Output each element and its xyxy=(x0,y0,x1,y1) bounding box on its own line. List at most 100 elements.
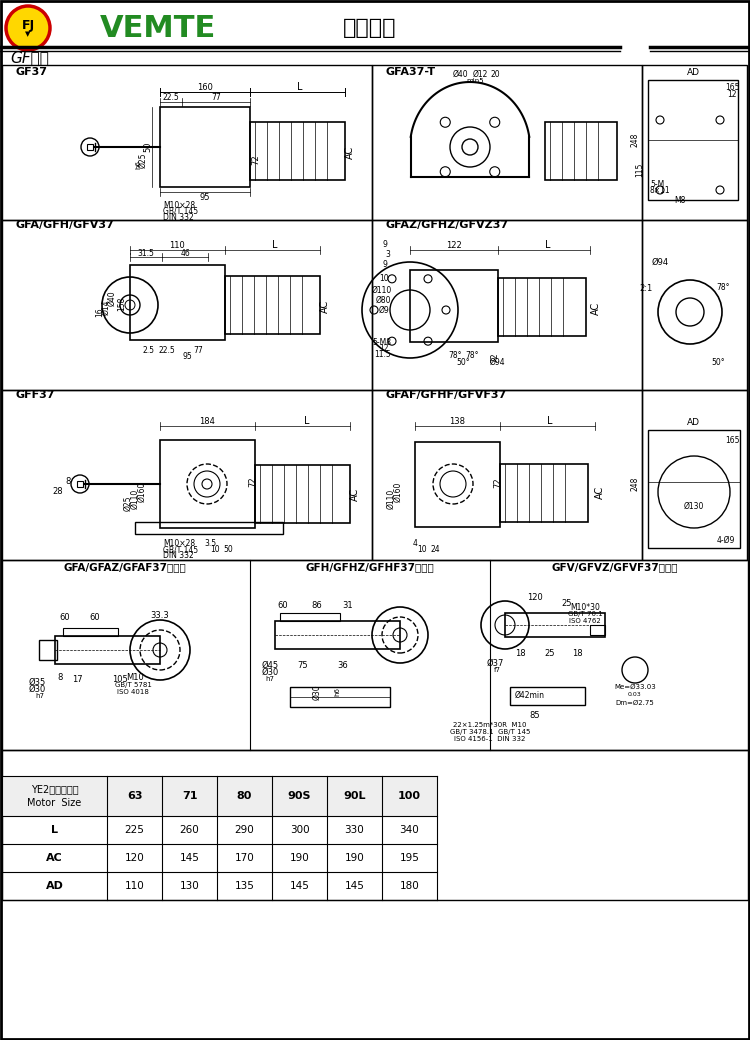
Text: 248: 248 xyxy=(631,133,640,148)
Text: ISO 4762: ISO 4762 xyxy=(569,618,601,624)
Bar xyxy=(410,270,498,342)
Text: 50°: 50° xyxy=(456,358,470,366)
Text: 3: 3 xyxy=(386,250,391,259)
Bar xyxy=(642,66,747,220)
Bar xyxy=(590,625,605,635)
Text: 160: 160 xyxy=(197,82,213,92)
Text: 120: 120 xyxy=(527,593,543,601)
Bar xyxy=(77,482,83,487)
Text: 115: 115 xyxy=(635,163,644,177)
Bar xyxy=(290,687,390,707)
Text: GFA/GFAZ/GFAF37输出轴: GFA/GFAZ/GFAF37输出轴 xyxy=(64,562,187,572)
Text: 190: 190 xyxy=(345,853,364,863)
Text: 145: 145 xyxy=(290,881,310,891)
Text: 60: 60 xyxy=(90,613,101,622)
Text: M10×28: M10×28 xyxy=(163,540,195,548)
Text: Dm=Ø2.75: Dm=Ø2.75 xyxy=(616,700,654,706)
Text: 145: 145 xyxy=(344,881,364,891)
Text: 145: 145 xyxy=(179,853,200,863)
Text: 248: 248 xyxy=(631,476,640,491)
Text: AC: AC xyxy=(350,488,360,500)
Text: 77: 77 xyxy=(211,93,221,102)
Bar xyxy=(415,442,500,527)
Text: M10×28: M10×28 xyxy=(163,201,195,209)
Text: ▼: ▼ xyxy=(26,31,31,37)
Text: M10: M10 xyxy=(126,674,144,682)
Text: 4: 4 xyxy=(413,540,418,548)
Text: 138: 138 xyxy=(449,416,465,425)
Text: 31.5: 31.5 xyxy=(137,249,154,258)
Text: 9: 9 xyxy=(382,239,388,249)
Text: 130: 130 xyxy=(180,881,200,891)
Bar xyxy=(648,430,740,548)
Text: GB/T 145: GB/T 145 xyxy=(163,546,198,554)
Text: 22.5: 22.5 xyxy=(163,93,179,102)
Text: Ø80: Ø80 xyxy=(375,295,391,305)
Text: 50: 50 xyxy=(224,546,233,554)
Text: 260: 260 xyxy=(180,825,200,835)
Bar xyxy=(372,66,642,220)
Text: f7: f7 xyxy=(494,667,500,673)
Text: h7: h7 xyxy=(266,676,274,682)
Bar xyxy=(372,390,642,560)
Bar xyxy=(255,465,350,523)
Bar xyxy=(250,122,345,180)
Text: 80: 80 xyxy=(237,791,252,801)
Text: 3.5: 3.5 xyxy=(204,540,216,548)
Text: 11.5: 11.5 xyxy=(375,349,392,359)
Text: AC: AC xyxy=(345,146,355,159)
Text: Ø40: Ø40 xyxy=(107,290,116,306)
Text: M10*30: M10*30 xyxy=(570,602,600,612)
Text: GFA37-T: GFA37-T xyxy=(385,67,435,77)
Bar xyxy=(2,750,748,900)
Bar xyxy=(2,560,748,750)
Text: 2.5: 2.5 xyxy=(142,345,154,355)
Text: L: L xyxy=(545,240,550,250)
Text: 10: 10 xyxy=(210,546,220,554)
Text: 290: 290 xyxy=(235,825,254,835)
Text: 225: 225 xyxy=(124,825,145,835)
Text: Ø110: Ø110 xyxy=(130,489,140,510)
Text: h6: h6 xyxy=(135,159,141,168)
Text: Ø37: Ø37 xyxy=(486,658,504,668)
Bar xyxy=(63,628,118,636)
Bar xyxy=(280,613,340,621)
Text: AC: AC xyxy=(46,853,63,863)
Text: 4-Ø9: 4-Ø9 xyxy=(717,536,735,545)
Text: Ø30: Ø30 xyxy=(262,668,279,676)
Text: 78°: 78° xyxy=(465,350,478,360)
Text: 72: 72 xyxy=(248,476,257,488)
Text: 9: 9 xyxy=(382,260,388,268)
Text: min5: min5 xyxy=(466,78,484,84)
Bar xyxy=(545,122,617,180)
Text: 60: 60 xyxy=(60,613,70,622)
Bar xyxy=(505,613,605,636)
Text: 90S: 90S xyxy=(288,791,311,801)
Text: DIN 332: DIN 332 xyxy=(163,551,194,561)
Text: Ø12: Ø12 xyxy=(472,70,488,78)
Bar xyxy=(2,776,437,816)
Text: 31: 31 xyxy=(343,600,353,609)
Text: 86: 86 xyxy=(312,600,322,609)
Text: Ø130: Ø130 xyxy=(684,501,704,511)
Bar xyxy=(372,220,642,390)
Text: 17: 17 xyxy=(72,676,82,684)
Text: Ø35: Ø35 xyxy=(28,677,46,686)
Text: 340: 340 xyxy=(400,825,419,835)
Text: 72: 72 xyxy=(490,353,500,363)
Text: 180: 180 xyxy=(400,881,419,891)
Text: 165: 165 xyxy=(724,436,740,444)
Text: 78°: 78° xyxy=(448,350,462,360)
Bar xyxy=(500,464,588,522)
Text: GB/T 5781: GB/T 5781 xyxy=(115,682,152,688)
Text: Ø94: Ø94 xyxy=(652,258,668,266)
Bar xyxy=(87,144,93,150)
Text: VEMTE: VEMTE xyxy=(100,14,216,43)
Text: GB/T 3478.1  GB/T 145: GB/T 3478.1 GB/T 145 xyxy=(450,729,530,735)
Text: 5-M: 5-M xyxy=(650,180,664,188)
Text: Ø9: Ø9 xyxy=(379,306,389,314)
Bar xyxy=(2,220,372,390)
Text: 195: 195 xyxy=(400,853,419,863)
Text: Ø25: Ø25 xyxy=(139,152,148,167)
Text: 8: 8 xyxy=(57,674,63,682)
